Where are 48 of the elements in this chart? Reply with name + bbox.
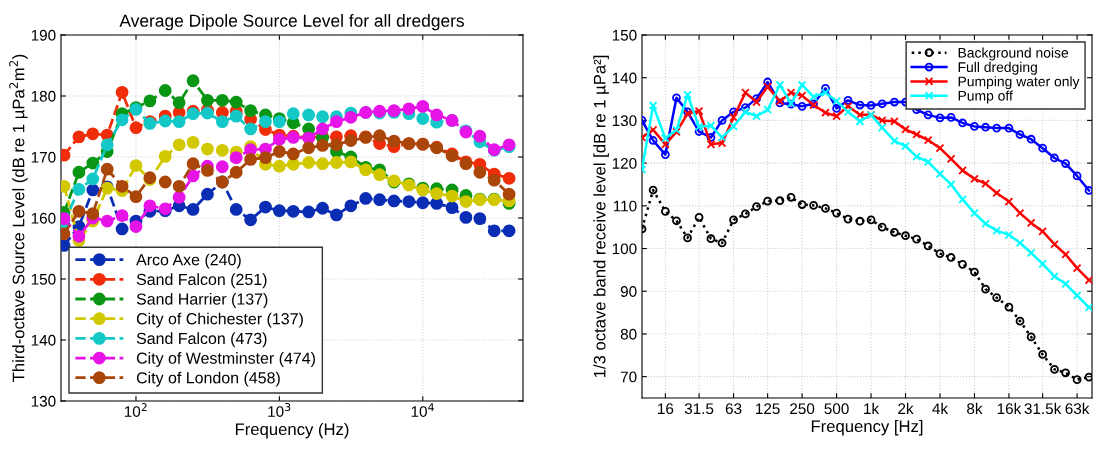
x-tick-label: 125 (756, 403, 780, 415)
x-tick-label: 10$^{2}$ (124, 403, 147, 417)
x-tick-label: 500 (824, 403, 849, 415)
chart-title: Average Dipole Source Level for all dredgers (119, 14, 464, 31)
y-tick-label: 80 (620, 328, 637, 340)
y-tick-label: 70 (620, 371, 637, 383)
x-tick-label: 16 (658, 403, 674, 415)
y-tick-label: 100 (612, 243, 637, 255)
x-tick-label: 63 (725, 403, 742, 415)
x-tick-label: 31.5k (1024, 402, 1062, 415)
x-axis-title: Frequency (Hz) (235, 422, 349, 439)
x-tick-label: 8k (967, 402, 983, 415)
legend-label: Pumping water only (958, 76, 1080, 90)
y-tick-label: 190 (31, 29, 56, 41)
y-tick-label: 150 (612, 29, 637, 41)
legend-label: City of London (458) (136, 371, 280, 387)
y-tick-label: 110 (613, 200, 637, 212)
y-tick-label: 170 (31, 151, 56, 163)
legend-label: Sand Harrier (137) (136, 293, 268, 308)
x-tick-label: 10$^{3}$ (268, 403, 291, 417)
x-tick-label: 16k (997, 402, 1022, 415)
x-axis-title: Frequency [Hz] (811, 419, 923, 436)
y-tick-label: 90 (620, 286, 637, 297)
legend-label: Sand Falcon (251) (136, 273, 267, 289)
y-tick-label: 160 (31, 212, 56, 224)
x-tick-label: 1k (864, 402, 880, 414)
y-axis-title: Third-octave Source Level (dB re 1 µPa$^{2}$m$^{2}$) (9, 54, 28, 382)
legend-label: Background noise (958, 47, 1069, 61)
x-tick-label: 63k (1065, 402, 1090, 415)
legend-label: Pump off (958, 90, 1013, 104)
legend-label: City of Chichester (137) (136, 312, 303, 328)
legend-label: Arco Axe (240) (136, 253, 241, 269)
x-tick-label: 4k (932, 402, 949, 414)
x-tick-label: 2k (898, 402, 914, 414)
y-tick-label: 180 (31, 90, 56, 102)
y-tick-label: 150 (31, 273, 56, 285)
x-tick-label: 10$^{4}$ (411, 403, 434, 417)
y-tick-label: 120 (612, 157, 637, 169)
y-axis-title: 1/3 octave band receive level [dB re 1 µPa²] (593, 55, 609, 378)
x-tick-label: 250 (790, 403, 815, 415)
y-tick-label: 130 (612, 115, 637, 127)
legend-label: City of Westminster (474) (136, 352, 315, 367)
legend-label: Sand Falcon (473) (136, 332, 267, 348)
y-tick-label: 140 (612, 72, 637, 84)
x-tick-label: 31.5 (684, 403, 714, 415)
y-tick-label: 130 (31, 395, 56, 407)
y-tick-label: 140 (31, 334, 56, 346)
legend-label: Full dredging (958, 61, 1037, 75)
